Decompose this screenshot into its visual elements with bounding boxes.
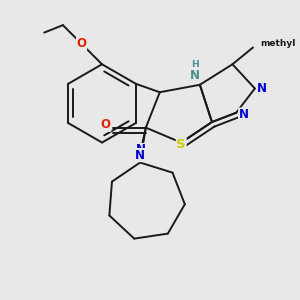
Text: O: O <box>101 118 111 131</box>
Text: N: N <box>239 108 249 121</box>
Text: methyl: methyl <box>260 39 296 48</box>
Text: O: O <box>76 37 86 50</box>
Text: N: N <box>257 82 267 95</box>
Text: N: N <box>190 69 200 82</box>
Text: H: H <box>191 60 199 69</box>
Text: N: N <box>135 148 145 162</box>
Text: S: S <box>176 138 186 151</box>
Text: N: N <box>136 143 146 157</box>
